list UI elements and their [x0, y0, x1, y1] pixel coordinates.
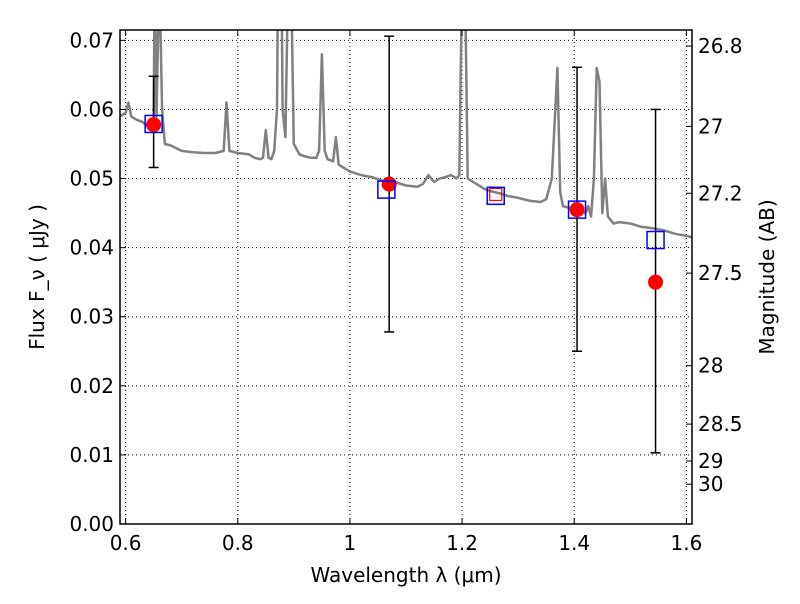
x-tick-label: 1.6	[670, 531, 702, 555]
model-point	[567, 200, 587, 219]
spectrum-line	[120, 30, 692, 239]
error-bars	[148, 35, 661, 454]
y-tick-label: 0.07	[69, 28, 114, 52]
x-tick-label: 1	[344, 531, 357, 555]
x-tick-label: 0.6	[110, 531, 142, 555]
x-tick-label: 1.2	[446, 531, 478, 555]
y2-tick-label: 28	[698, 354, 723, 378]
x-tick-label: 0.8	[222, 531, 254, 555]
y-tick-label: 0.05	[69, 167, 114, 191]
model-point	[377, 180, 396, 199]
y-tick-label: 0.00	[69, 512, 114, 536]
x-tick-label: 1.4	[558, 531, 590, 555]
y2-tick-label: 27	[698, 114, 723, 138]
model-spectrum	[120, 30, 692, 239]
observed-point	[569, 202, 585, 218]
observed-point	[381, 176, 397, 192]
y-tick-label: 0.02	[69, 374, 114, 398]
observed-point	[146, 117, 162, 133]
y2-tick-label: 29	[698, 449, 723, 473]
y-tick-label: 0.06	[69, 97, 114, 121]
y2-tick-label: 28.5	[698, 412, 743, 436]
y-tick-label: 0.04	[69, 236, 114, 260]
y2-tick-label: 26.8	[698, 34, 743, 58]
y2-tick-label: 27.2	[698, 181, 743, 205]
y2-axis-label: Magnitude (AB)	[755, 199, 779, 354]
model-point	[646, 230, 665, 250]
grid-lines	[120, 30, 692, 524]
model-point	[144, 114, 163, 134]
extra-point	[489, 187, 503, 202]
y-tick-label: 0.01	[69, 443, 114, 467]
y-axis-label: Flux F_ν ( μJy )	[25, 204, 49, 350]
y-tick-label: 0.03	[69, 305, 114, 329]
x-axis-label: Wavelength λ (μm)	[310, 563, 501, 587]
model-point	[486, 186, 505, 206]
model-points	[144, 114, 665, 250]
observed-point	[648, 274, 664, 290]
y2-tick-label: 30	[698, 472, 723, 496]
plot-frame	[119, 29, 693, 525]
y2-tick-label: 27.5	[698, 261, 743, 285]
axis-ticks: 0.6 0.8 1 1.2 1.4 1.6 0.00 0.01 0.02 0.03 0.04 0.05…	[69, 28, 742, 555]
